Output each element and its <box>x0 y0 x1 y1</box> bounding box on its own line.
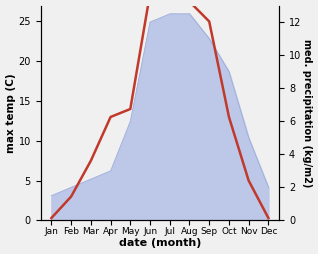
X-axis label: date (month): date (month) <box>119 239 201 248</box>
Y-axis label: max temp (C): max temp (C) <box>5 73 16 153</box>
Y-axis label: med. precipitation (kg/m2): med. precipitation (kg/m2) <box>302 39 313 187</box>
